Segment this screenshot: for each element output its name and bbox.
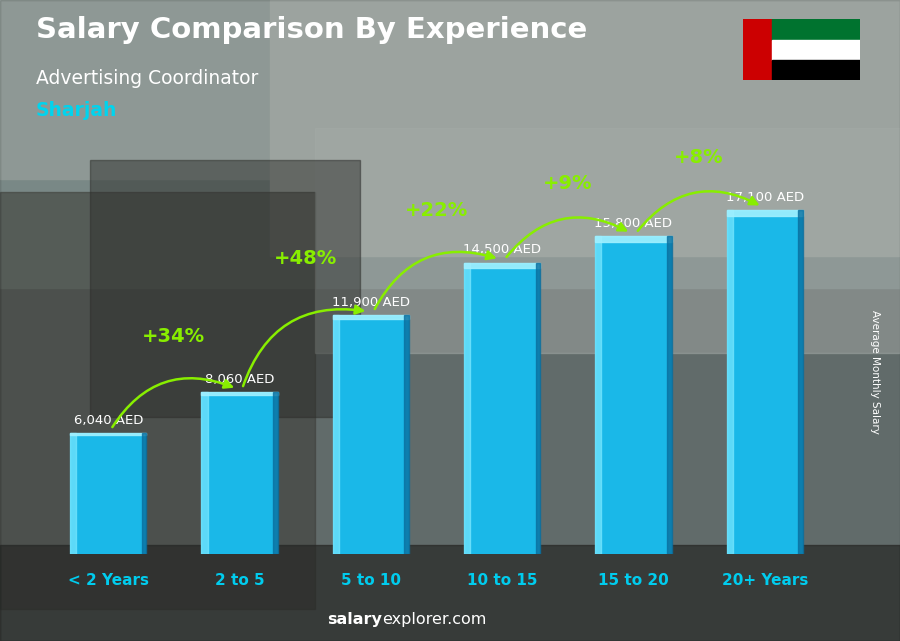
Text: 8,060 AED: 8,060 AED: [205, 373, 274, 386]
Bar: [726, 210, 733, 554]
Bar: [333, 315, 339, 554]
Text: Advertising Coordinator: Advertising Coordinator: [36, 69, 258, 88]
Text: 20+ Years: 20+ Years: [722, 574, 808, 588]
Text: 14,500 AED: 14,500 AED: [464, 244, 541, 256]
Bar: [464, 263, 470, 554]
Bar: [667, 237, 671, 554]
Bar: [596, 237, 601, 554]
Bar: [70, 433, 77, 554]
Bar: [596, 237, 671, 242]
Bar: [726, 210, 803, 217]
FancyArrowPatch shape: [243, 306, 363, 386]
Bar: [315, 128, 900, 353]
Text: 11,900 AED: 11,900 AED: [332, 296, 410, 309]
Bar: [202, 392, 277, 395]
Text: Salary Comparison By Experience: Salary Comparison By Experience: [36, 16, 587, 44]
Text: Average Monthly Salary: Average Monthly Salary: [869, 310, 880, 434]
Bar: [464, 263, 540, 268]
Text: 5 to 10: 5 to 10: [341, 574, 400, 588]
Bar: [404, 315, 409, 554]
Bar: [70, 433, 147, 435]
Text: 10 to 15: 10 to 15: [467, 574, 537, 588]
Bar: [772, 40, 859, 60]
Bar: [0, 192, 315, 609]
FancyArrowPatch shape: [638, 191, 757, 231]
FancyBboxPatch shape: [726, 210, 803, 554]
Text: explorer.com: explorer.com: [382, 612, 487, 627]
Text: 15,800 AED: 15,800 AED: [595, 217, 672, 230]
Bar: [536, 263, 540, 554]
Bar: [333, 315, 409, 319]
Text: +48%: +48%: [274, 249, 337, 269]
Bar: [772, 19, 859, 40]
Bar: [273, 392, 277, 554]
Bar: [0, 0, 900, 288]
FancyBboxPatch shape: [70, 433, 147, 554]
FancyArrowPatch shape: [507, 217, 626, 257]
Text: +9%: +9%: [543, 174, 592, 194]
Text: 15 to 20: 15 to 20: [598, 574, 669, 588]
Text: salary: salary: [328, 612, 382, 627]
FancyBboxPatch shape: [202, 392, 277, 554]
Bar: [141, 433, 147, 554]
Text: +34%: +34%: [142, 327, 205, 345]
Text: < 2 Years: < 2 Years: [68, 574, 148, 588]
Text: 17,100 AED: 17,100 AED: [725, 191, 804, 204]
Bar: [742, 19, 772, 80]
Bar: [0, 545, 900, 641]
Text: +8%: +8%: [674, 148, 724, 167]
Bar: [772, 60, 859, 80]
FancyBboxPatch shape: [333, 315, 409, 554]
FancyArrowPatch shape: [112, 378, 231, 427]
FancyBboxPatch shape: [464, 263, 540, 554]
Bar: [270, 0, 900, 256]
FancyBboxPatch shape: [596, 237, 671, 554]
Text: +22%: +22%: [405, 201, 468, 219]
Text: 2 to 5: 2 to 5: [215, 574, 265, 588]
Text: 6,040 AED: 6,040 AED: [74, 413, 143, 427]
Bar: [202, 392, 208, 554]
Text: Sharjah: Sharjah: [36, 101, 117, 121]
Bar: [90, 160, 360, 417]
Bar: [0, 0, 900, 179]
Bar: [798, 210, 803, 554]
FancyArrowPatch shape: [374, 251, 494, 309]
